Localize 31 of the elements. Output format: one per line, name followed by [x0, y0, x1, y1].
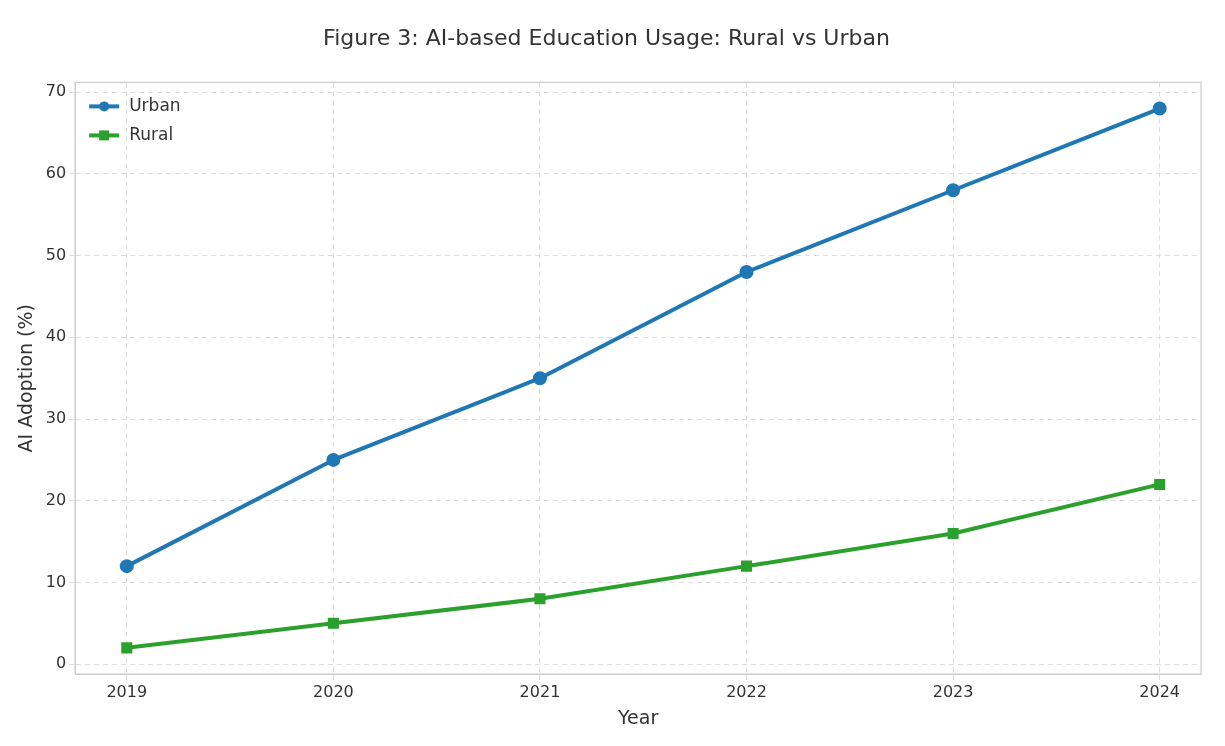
y-axis-title: AI Adoption (%)	[14, 304, 37, 453]
point	[121, 642, 133, 654]
point	[534, 593, 546, 605]
point	[1154, 478, 1166, 490]
x-tick-label: 2024	[1139, 681, 1181, 701]
point	[326, 452, 341, 467]
x-tick-label: 2023	[932, 681, 974, 701]
y-tick-label: 70	[45, 81, 67, 101]
legend-label: Rural	[129, 123, 174, 144]
y-tick-label: 10	[45, 571, 67, 591]
point	[741, 560, 753, 572]
x-axis-title: Year	[616, 705, 659, 728]
y-tick-label: 20	[45, 489, 67, 509]
x-tick-label: 2021	[519, 681, 561, 701]
y-tick-label: 30	[45, 408, 67, 428]
point	[532, 371, 547, 386]
y-tick-label: 0	[55, 653, 67, 673]
y-tick-label: 50	[45, 244, 67, 264]
y-tick-label: 60	[45, 163, 67, 183]
point	[946, 183, 961, 198]
point	[119, 559, 134, 574]
point	[1152, 101, 1167, 116]
x-tick-label: 2022	[726, 681, 767, 701]
point	[739, 264, 754, 279]
point	[327, 617, 339, 629]
x-tick-label: 2019	[106, 681, 148, 701]
legend-label: Urban	[129, 94, 181, 115]
x-tick-label: 2020	[313, 681, 354, 701]
y-tick-label: 40	[45, 326, 67, 346]
chart-title: Figure 3: AI-based Education Usage: Rural vs Urban	[323, 24, 890, 50]
point	[947, 527, 959, 539]
